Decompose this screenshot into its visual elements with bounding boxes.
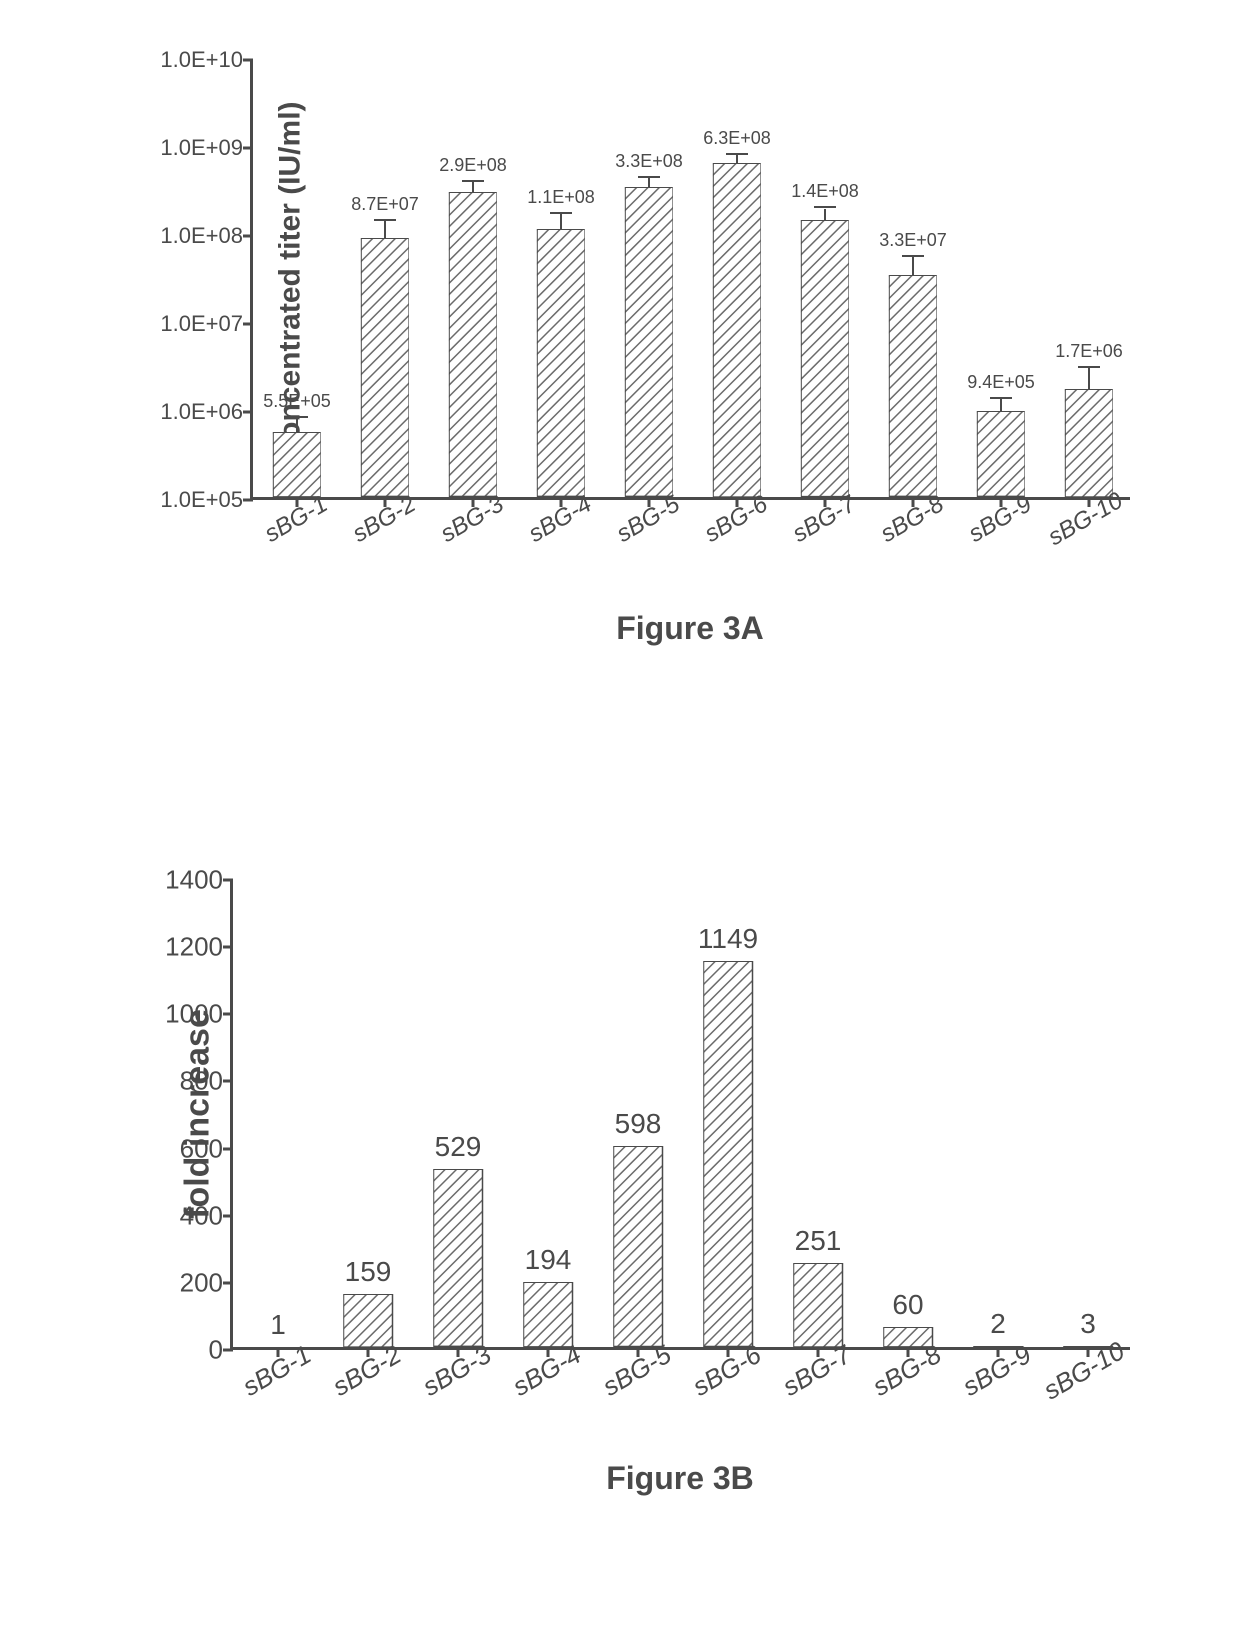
error-bar-cap [990, 397, 1012, 399]
chart-b-caption: Figure 3B [606, 1460, 754, 1497]
bar-slot: 251 [773, 877, 863, 1347]
bar-value-label: 251 [795, 1225, 842, 1257]
bar-slot: 1.7E+06 [1045, 57, 1133, 497]
bar-value-label: 159 [345, 1256, 392, 1288]
ytick-mark [223, 1147, 233, 1150]
bar-value-label: 5.5E+05 [263, 391, 331, 412]
bar [625, 187, 673, 497]
chart-b-plot-area: fold increase 0200400600800100012001400 … [230, 880, 1130, 1350]
bar-slot: 3.3E+07 [869, 57, 957, 497]
error-bar-cap [550, 212, 572, 214]
ytick-label: 1.0E+08 [160, 223, 253, 249]
bar [537, 229, 585, 497]
bar-slot: 8.7E+07 [341, 57, 429, 497]
error-bar-stem [472, 182, 474, 192]
error-bar-cap [902, 255, 924, 257]
bar [613, 1146, 663, 1347]
bar-value-label: 1.1E+08 [527, 187, 595, 208]
bar-slot: 2.9E+08 [429, 57, 517, 497]
bar [361, 238, 409, 497]
ytick-mark [223, 1013, 233, 1016]
bar-value-label: 2.9E+08 [439, 155, 507, 176]
figure-3b: fold increase 0200400600800100012001400 … [80, 880, 1130, 1350]
chart-a-bars: 5.5E+05 8.7E+07 2.9E+08 1.1E+08 3.3E+08 6.3E+… [253, 60, 1130, 497]
ytick-mark [223, 1080, 233, 1083]
error-bar-cap [374, 219, 396, 221]
bar [713, 163, 761, 497]
ytick-mark [223, 879, 233, 882]
bar-slot: 3 [1043, 877, 1133, 1347]
ytick-mark [223, 1214, 233, 1217]
bar-slot: 9.4E+05 [957, 57, 1045, 497]
ytick-label: 1.0E+09 [160, 135, 253, 161]
bar-value-label: 3.3E+08 [615, 151, 683, 172]
error-bar-stem [560, 214, 562, 229]
error-bar-cap [726, 153, 748, 155]
bar-value-label: 6.3E+08 [703, 128, 771, 149]
error-bar-stem [912, 257, 914, 275]
error-bar-cap [462, 180, 484, 182]
bar-value-label: 9.4E+05 [967, 372, 1035, 393]
bar-value-label: 1.4E+08 [791, 181, 859, 202]
bar [433, 1169, 483, 1347]
chart-b-bars: 1 159 529 194 598 1149 251 60 23 [233, 880, 1130, 1347]
chart-a-plot-area: concentrated titer (IU/ml) 1.0E+051.0E+0… [250, 60, 1130, 500]
bar-slot: 2 [953, 877, 1043, 1347]
bar [889, 275, 937, 497]
bar-slot: 3.3E+08 [605, 57, 693, 497]
ytick-label: 1.0E+06 [160, 399, 253, 425]
error-bar-cap [638, 176, 660, 178]
bar-value-label: 8.7E+07 [351, 194, 419, 215]
bar-value-label: 1.7E+06 [1055, 341, 1123, 362]
bar-slot: 1.4E+08 [781, 57, 869, 497]
bar-value-label: 529 [435, 1131, 482, 1163]
chart-b-ylabel: fold increase [178, 1009, 217, 1219]
error-bar-stem [296, 418, 298, 432]
bar-slot: 598 [593, 877, 683, 1347]
bar-slot: 194 [503, 877, 593, 1347]
bar-slot: 159 [323, 877, 413, 1347]
bar-slot: 1 [233, 877, 323, 1347]
bar-slot: 1149 [683, 877, 773, 1347]
ytick-mark [243, 323, 253, 326]
bar-value-label: 60 [892, 1289, 923, 1321]
error-bar-cap [1078, 366, 1100, 368]
figure-3a: concentrated titer (IU/ml) 1.0E+051.0E+0… [80, 60, 1130, 500]
bar-value-label: 598 [615, 1108, 662, 1140]
bar-slot: 5.5E+05 [253, 57, 341, 497]
error-bar-cap [814, 206, 836, 208]
bar-value-label: 1149 [698, 923, 758, 955]
ytick-label: 1.0E+10 [160, 47, 253, 73]
bar [449, 192, 497, 497]
bar-slot: 1.1E+08 [517, 57, 605, 497]
bar-value-label: 3.3E+07 [879, 230, 947, 251]
error-bar-stem [1088, 368, 1090, 388]
bar-slot: 60 [863, 877, 953, 1347]
error-bar-stem [648, 178, 650, 187]
bar-slot: 6.3E+08 [693, 57, 781, 497]
error-bar-stem [824, 209, 826, 221]
ytick-mark [223, 1281, 233, 1284]
error-bar-cap [286, 416, 308, 418]
ytick-mark [243, 235, 253, 238]
ytick-mark [223, 946, 233, 949]
ytick-label: 1.0E+05 [160, 487, 253, 513]
ytick-mark [223, 1349, 233, 1352]
ytick-mark [243, 411, 253, 414]
ytick-mark [243, 147, 253, 150]
error-bar-stem [384, 221, 386, 238]
ytick-mark [243, 59, 253, 62]
bar [703, 961, 753, 1347]
error-bar-stem [1000, 399, 1002, 411]
error-bar-stem [736, 155, 738, 163]
bar-value-label: 194 [525, 1244, 572, 1276]
chart-a-caption: Figure 3A [616, 610, 764, 647]
bar-slot: 529 [413, 877, 503, 1347]
ytick-label: 1.0E+07 [160, 311, 253, 337]
ytick-mark [243, 499, 253, 502]
bar [801, 220, 849, 497]
